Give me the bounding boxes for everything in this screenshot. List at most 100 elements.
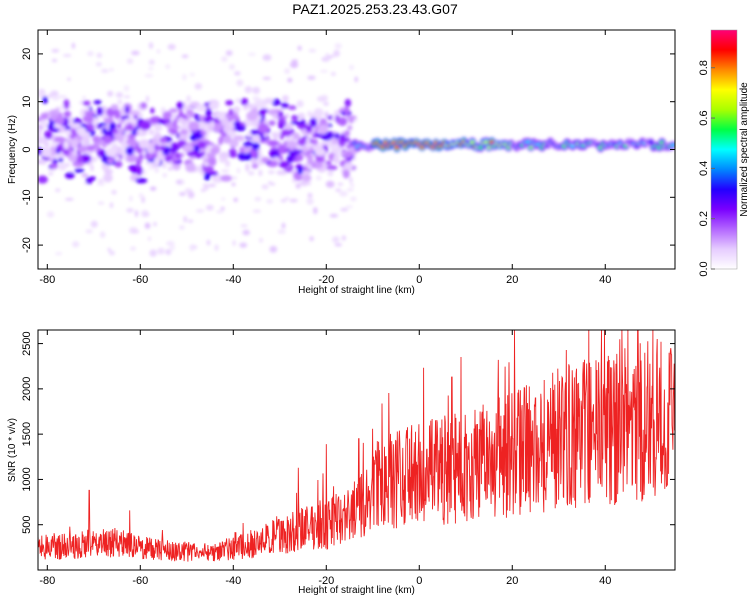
spectrogram-cell (170, 142, 178, 149)
spectrogram-cell (280, 102, 289, 109)
spectrogram-cell (278, 161, 290, 169)
spectrogram-cell (342, 168, 350, 179)
spectrogram-cell (248, 52, 256, 56)
spectrogram-cell (82, 100, 91, 106)
spectrogram-cell (213, 122, 223, 132)
spectrogram-cell (181, 54, 189, 58)
spectrogram-cell (249, 129, 261, 136)
spectrogram-cell (216, 210, 224, 214)
spectrogram-cell (307, 181, 311, 186)
spectrogram-cell (64, 172, 75, 179)
spectrogram-cell (205, 204, 214, 211)
spectrogram-cell (172, 119, 178, 129)
spectrogram-cell (96, 106, 104, 116)
spectrogram-cell (145, 95, 150, 103)
spectrogram-cell (267, 109, 277, 116)
spectrogram-cell (289, 120, 301, 126)
spectrogram-cell (114, 160, 123, 168)
x-tick-label: -40 (225, 274, 241, 286)
spectrogram-cell (207, 183, 217, 188)
spectrogram-cell (107, 90, 114, 97)
spectrogram-cell (85, 177, 93, 185)
spectrogram-cell (314, 148, 326, 157)
spectrogram-cell (109, 68, 114, 72)
spectrogram-cell (201, 165, 214, 173)
x-tick-label: 20 (506, 274, 518, 286)
spectrogram-cell (229, 64, 235, 70)
spectrogram-cell (76, 126, 87, 136)
spectrogram-cell (207, 152, 216, 158)
spectrogram-cell (69, 134, 75, 139)
spectrogram-cell (77, 145, 88, 153)
colorbar-tick-label: 0.6 (698, 110, 710, 125)
spectrogram-cell (102, 127, 107, 135)
spectrogram-cell (214, 244, 219, 251)
spectrogram-cell (233, 197, 238, 203)
spectrogram-cell (221, 169, 230, 173)
spectrogram-cell (288, 105, 297, 111)
spectrogram-cell (165, 64, 171, 70)
spectrogram-cell (144, 73, 154, 78)
x-tick-label: -40 (225, 575, 241, 587)
snr-frame (37, 329, 676, 571)
spectrogram-cell (261, 184, 269, 190)
spectrogram-cell (306, 197, 314, 205)
spectrogram-cell (670, 143, 675, 147)
spectrogram-cell (309, 236, 314, 242)
spectrogram-cell (90, 164, 94, 172)
spectrogram-cell (208, 102, 220, 110)
spectrogram-cell (143, 212, 150, 217)
spectrogram-cell (236, 79, 244, 87)
spectrogram-cell (247, 131, 252, 138)
spectrogram-cell (279, 107, 285, 111)
spectrogram-cell (258, 152, 263, 161)
spectrogram-cell (316, 95, 328, 102)
spectrogram-cell (108, 250, 115, 256)
colorbar-tick-label: 0.4 (698, 161, 710, 176)
spectrogram-cell (38, 91, 47, 98)
spectrogram-cell (179, 225, 185, 230)
spectrogram-cell (144, 222, 151, 229)
spectrogram-cell (183, 215, 188, 223)
spectrogram-cell (135, 177, 148, 184)
spectrogram-cell (252, 135, 261, 144)
snr-panel: -80 -60 -40 -20 0 20 40 500 1000 1500 2000 2500 Hei… (7, 329, 676, 596)
spectrogram-cell (320, 69, 328, 73)
spectrogram-cell (71, 123, 82, 128)
x-tick-label: 0 (416, 575, 422, 587)
spectrogram-cell (109, 202, 114, 209)
spectrogram-cell (72, 161, 85, 168)
spectrogram-cell (178, 192, 186, 196)
spectrogram-cell (285, 140, 298, 149)
spectrogram-cell (232, 240, 236, 247)
spectrogram-cell (334, 43, 342, 50)
spectrogram-cell (273, 132, 279, 141)
spectrogram-cell (84, 110, 96, 116)
x-tick-label: -20 (318, 274, 334, 286)
spectrogram-cell (186, 95, 191, 103)
spectrogram-cell (116, 123, 122, 129)
spectrogram-cell (486, 146, 492, 149)
spectrogram-cell (267, 139, 280, 147)
spectrogram-cell (129, 195, 133, 202)
spectrogram-cell (323, 102, 329, 106)
spectrogram-cell (301, 146, 308, 153)
spectrogram-cell (96, 182, 106, 186)
spectrogram-cell (51, 95, 61, 101)
spectrogram-cell (349, 64, 354, 70)
spectrogram-cell (233, 135, 245, 141)
spectrogram-cell (101, 153, 108, 164)
spectrogram-cell (302, 174, 312, 182)
spectrogram-cell (63, 99, 70, 110)
spectrogram-cell (84, 107, 90, 112)
spectrogram-cell (188, 121, 200, 132)
snr-ticks: -80 -60 -40 -20 0 20 40 500 1000 1500 2000 2500 (21, 330, 675, 587)
spectrogram-cell (194, 153, 204, 159)
spectrogram-cell (136, 159, 141, 167)
spectrogram-cell (51, 127, 60, 133)
spectrogram-cell (154, 123, 162, 132)
spectrogram-cell (138, 139, 151, 149)
spectrogram-cell (71, 42, 75, 49)
spectrogram-cell (289, 61, 299, 69)
colorbar-ticks: 0.0 0.2 0.4 0.6 0.8 (698, 60, 715, 277)
